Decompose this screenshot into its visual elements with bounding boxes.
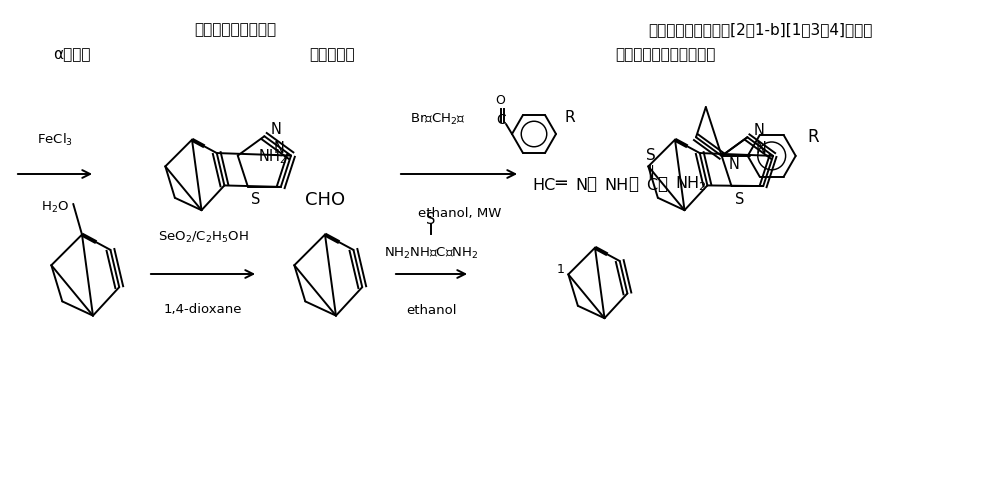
Text: C: C xyxy=(646,178,657,193)
Text: α－蒎烯: α－蒎烯 xyxy=(53,47,91,62)
Text: C: C xyxy=(496,113,506,127)
Text: NH$_2$: NH$_2$ xyxy=(258,147,287,166)
Text: NH: NH xyxy=(604,178,628,193)
Text: N: N xyxy=(274,141,284,156)
Text: N: N xyxy=(728,157,739,172)
Text: S: S xyxy=(735,191,744,206)
Text: 1: 1 xyxy=(556,262,564,275)
Text: ‖: ‖ xyxy=(648,164,654,179)
Text: －: － xyxy=(657,175,667,193)
Text: FeCl$_3$: FeCl$_3$ xyxy=(37,132,73,148)
Text: ethanol, MW: ethanol, MW xyxy=(418,206,502,219)
Text: N: N xyxy=(575,178,587,193)
Text: S: S xyxy=(426,212,436,227)
Text: N: N xyxy=(754,122,765,137)
Text: 1,4-dioxane: 1,4-dioxane xyxy=(164,303,242,316)
Text: NH$_2$: NH$_2$ xyxy=(675,174,707,193)
Text: SeO$_2$/C$_2$H$_5$OH: SeO$_2$/C$_2$H$_5$OH xyxy=(158,229,248,244)
Text: －: － xyxy=(628,175,638,193)
Text: N: N xyxy=(271,121,282,136)
Text: R: R xyxy=(808,128,819,146)
Text: 桃金娘烯醛: 桃金娘烯醛 xyxy=(309,47,355,62)
Text: －: － xyxy=(586,175,596,193)
Text: HC: HC xyxy=(532,178,555,193)
Text: N: N xyxy=(756,141,766,156)
Text: ═: ═ xyxy=(555,175,566,193)
Text: 桃金娘烯醛基噻二唑: 桃金娘烯醛基噻二唑 xyxy=(194,22,276,37)
Text: R: R xyxy=(564,109,575,124)
Text: NH$_2$NH－C－NH$_2$: NH$_2$NH－C－NH$_2$ xyxy=(384,245,478,260)
Text: S: S xyxy=(251,192,261,207)
Text: O: O xyxy=(495,94,505,107)
Text: S: S xyxy=(646,148,656,163)
Text: ethanol: ethanol xyxy=(406,303,456,316)
Text: 桃金娘烯醛基咪唑并[2，1-b][1，3，4]噻二唑: 桃金娘烯醛基咪唑并[2，1-b][1，3，4]噻二唑 xyxy=(648,22,872,37)
Text: CHO: CHO xyxy=(305,191,345,209)
Text: Br－CH$_2$－: Br－CH$_2$－ xyxy=(410,112,466,127)
Text: 桃金娘烯醛基缩胺基硫脲: 桃金娘烯醛基缩胺基硫脲 xyxy=(615,47,715,62)
Text: H$_2$O: H$_2$O xyxy=(41,199,69,214)
